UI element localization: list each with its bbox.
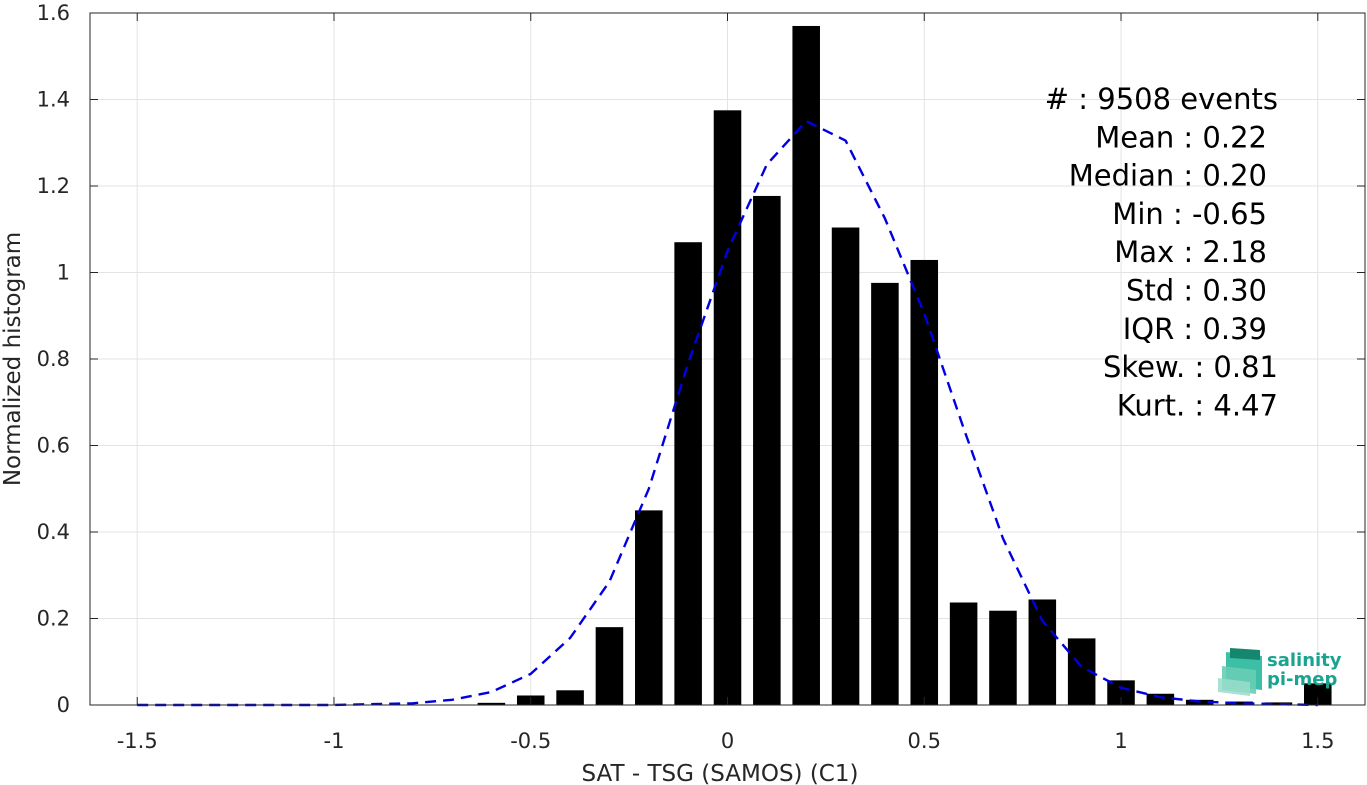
y-tick-label: 1.4 <box>37 88 70 112</box>
x-axis-label: SAT - TSG (SAMOS) (C1) <box>582 761 859 785</box>
histogram-bar <box>595 627 624 705</box>
y-tick-label: 1.2 <box>37 174 70 198</box>
y-tick-label: 0 <box>57 693 70 717</box>
y-tick-label: 0.8 <box>37 347 70 371</box>
histogram-bar <box>910 259 939 705</box>
stat-line: Skew. : 0.81 <box>1103 350 1278 384</box>
histogram-bars <box>477 25 1332 706</box>
y-tick-label: 0.2 <box>37 607 70 631</box>
x-tick-label: 0.5 <box>908 729 941 753</box>
stat-line: Std : 0.30 <box>1126 274 1267 308</box>
histogram-bar <box>1225 701 1253 705</box>
histogram-bar <box>713 110 742 705</box>
x-tick-label: 1 <box>1114 729 1127 753</box>
histogram-bar <box>556 690 584 705</box>
x-tick-label: 1.5 <box>1301 729 1334 753</box>
stat-line: Kurt. : 4.47 <box>1117 388 1278 422</box>
histogram-bar <box>477 702 506 705</box>
histogram-bar <box>635 510 663 705</box>
stat-line: Median : 0.20 <box>1069 159 1267 193</box>
histogram-bar <box>1264 702 1293 705</box>
x-tick-label: -1 <box>324 729 345 753</box>
histogram-bar <box>1146 693 1175 705</box>
x-tick-labels: -1.5 -1 -0.5 0 0.5 1 1.5 <box>117 729 1335 753</box>
y-tick-label: 1 <box>57 261 70 285</box>
histogram-bar <box>1028 599 1057 705</box>
histogram-bar <box>949 602 978 705</box>
histogram-bar <box>674 242 702 705</box>
y-tick-labels: 0 0.2 0.4 0.6 0.8 1 1.2 1.4 1.6 <box>37 1 70 717</box>
histogram-bar <box>753 195 781 705</box>
y-tick-label: 0.6 <box>37 434 70 458</box>
logo-line1: salinity <box>1267 650 1342 671</box>
histogram-bar <box>1304 683 1332 705</box>
x-tick-label: -0.5 <box>510 729 551 753</box>
x-tick-label: 0 <box>721 729 734 753</box>
y-tick-label: 1.6 <box>37 1 70 25</box>
y-axis-label: Normalized histogram <box>0 232 26 486</box>
stat-line: Max : 2.18 <box>1114 235 1267 269</box>
histogram-bar <box>831 227 860 705</box>
salinity-pimep-logo: salinity pi-mep <box>1218 648 1342 696</box>
fit-curve <box>137 119 1318 707</box>
histogram-bar <box>871 282 899 705</box>
logo-icon <box>1218 648 1262 696</box>
stat-line: IQR : 0.39 <box>1123 312 1267 346</box>
y-tick-label: 0.4 <box>37 520 70 544</box>
statistics-block: # : 9508 events Mean : 0.22 Median : 0.20 M… <box>1045 82 1278 422</box>
histogram-bar <box>989 610 1017 705</box>
stat-line: Min : -0.65 <box>1112 197 1267 231</box>
stat-line: Mean : 0.22 <box>1095 120 1267 154</box>
x-tick-label: -1.5 <box>117 729 158 753</box>
logo-line2: pi-mep <box>1267 669 1337 690</box>
histogram-bar <box>792 25 820 706</box>
stat-line: # : 9508 events <box>1045 82 1278 116</box>
axis-ticks <box>90 12 1365 706</box>
